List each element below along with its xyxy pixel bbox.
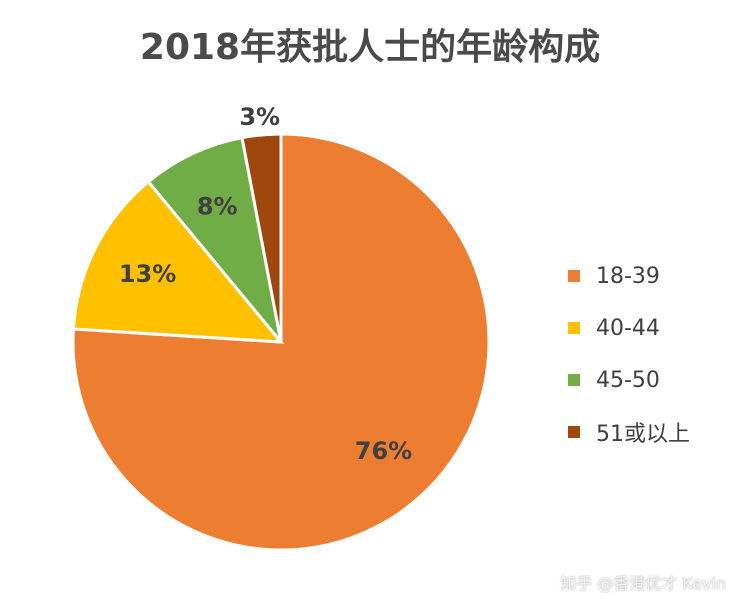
legend-item-18-39: 18-39 (568, 250, 738, 302)
pie-slice-18-39 (71, 132, 491, 552)
legend-swatch (568, 426, 580, 438)
chart-title: 2018年获批人士的年龄构成 (139, 27, 601, 68)
watermark: 知乎 @香港优才 Kevin (560, 574, 726, 593)
legend-item-40-44: 40-44 (568, 302, 738, 354)
legend-label: 45-50 (596, 367, 660, 393)
pie-slice-40-44 (71, 179, 285, 344)
legend-item-45-50: 45-50 (568, 354, 738, 406)
legend-label: 51或以上 (596, 422, 690, 447)
legend-swatch (568, 322, 580, 334)
pie-slice-51或以上 (240, 132, 283, 343)
slice-label-45-50: 8% (197, 192, 238, 220)
legend-swatch (568, 270, 580, 282)
chart-legend: 18-39 40-44 45-50 51或以上 (568, 250, 738, 458)
legend-label: 40-44 (596, 315, 660, 341)
pie-slice-45-50 (146, 135, 283, 343)
slice-label-18-39: 76% (355, 437, 412, 465)
slice-label-40-44: 13% (119, 260, 176, 288)
legend-swatch (568, 374, 580, 386)
legend-item-51或以上: 51或以上 (568, 406, 738, 458)
legend-label: 18-39 (596, 263, 660, 289)
slice-label-51或以上: 3% (239, 103, 280, 131)
